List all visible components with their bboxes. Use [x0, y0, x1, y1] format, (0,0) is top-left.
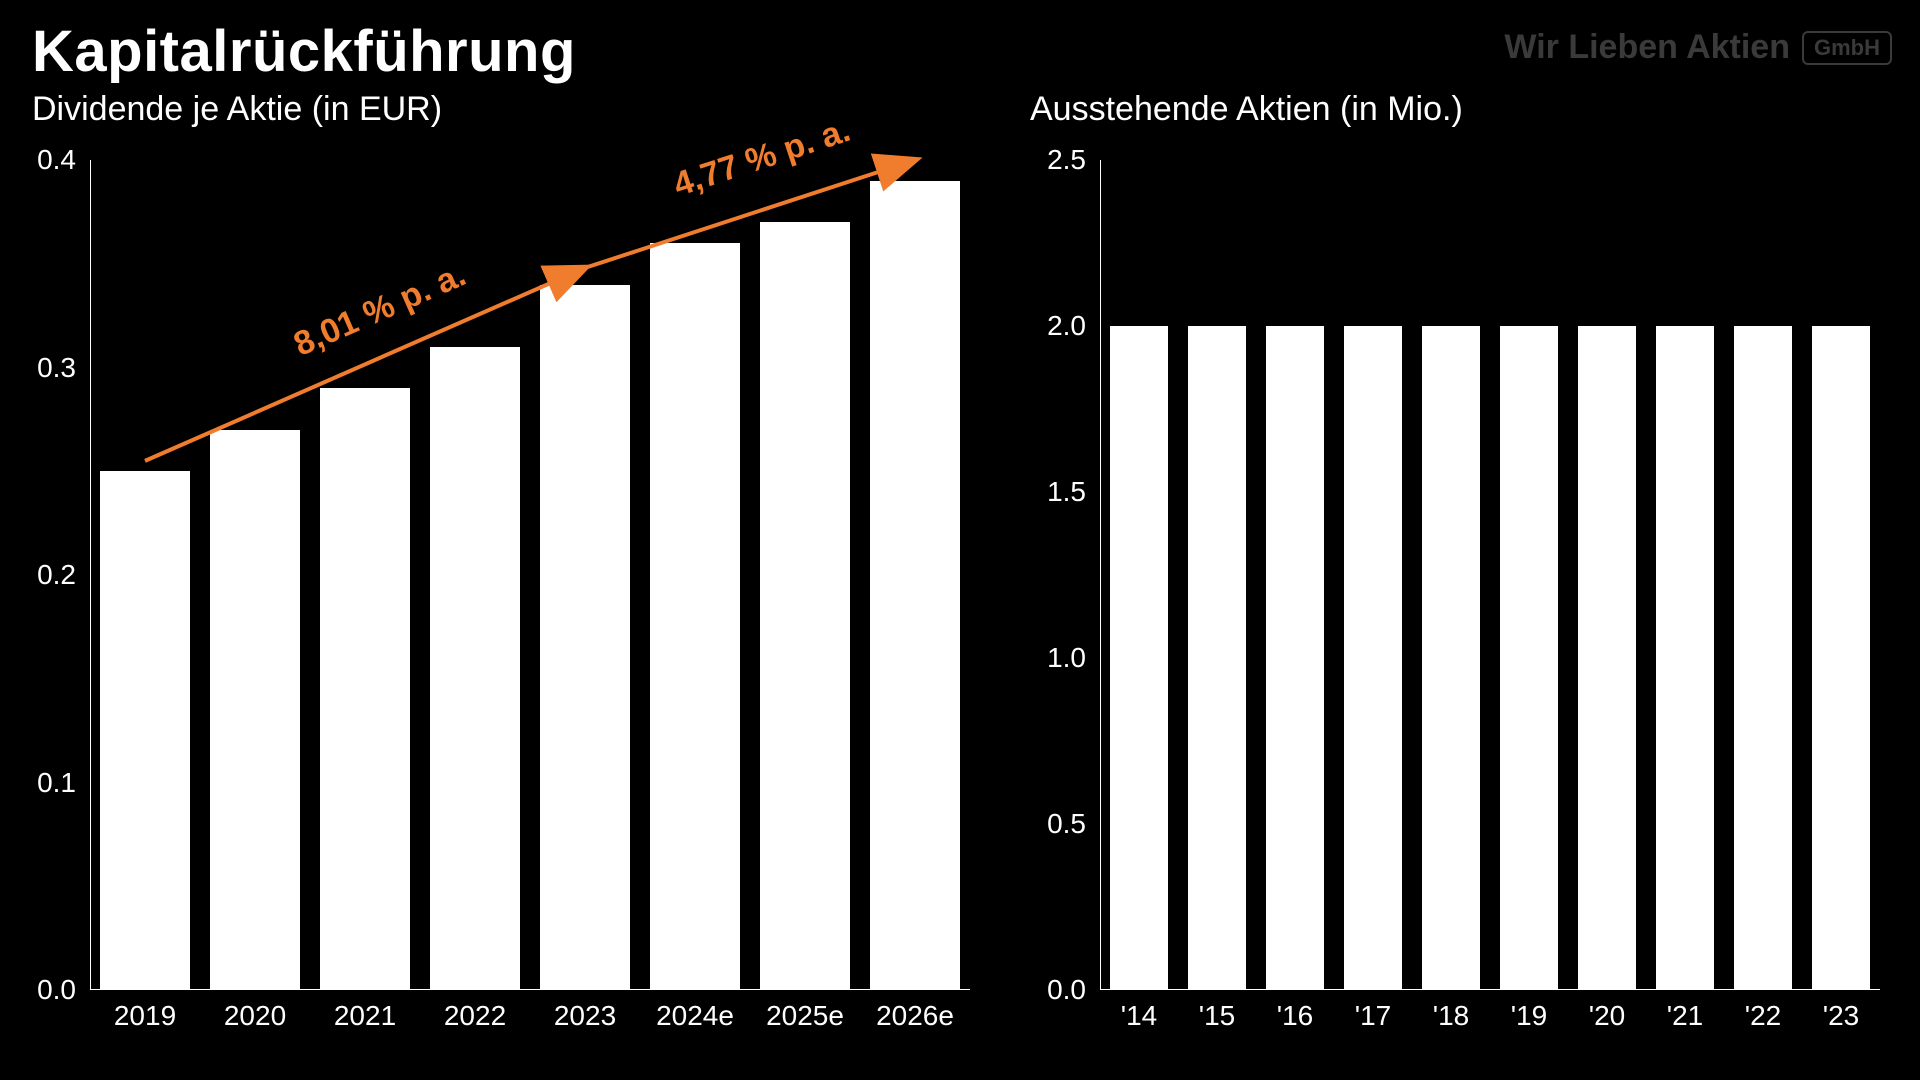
right-xtick-label: '15: [1199, 990, 1236, 1032]
left-ytick-label: 0.1: [37, 767, 90, 799]
watermark-text: Wir Lieben Aktien: [1504, 28, 1790, 67]
page-title: Kapitalrückführung: [32, 18, 576, 85]
right-ytick-label: 2.0: [1047, 310, 1100, 342]
left-bar: [870, 181, 960, 990]
right-bar: [1188, 326, 1246, 990]
right-xtick-label: '20: [1589, 990, 1626, 1032]
left-xtick-label: 2021: [334, 990, 396, 1032]
right-ytick-label: 1.5: [1047, 476, 1100, 508]
left-bar: [430, 347, 520, 990]
right-ytick-label: 1.0: [1047, 642, 1100, 674]
right-ytick-label: 0.0: [1047, 974, 1100, 1006]
left-xtick-label: 2019: [114, 990, 176, 1032]
left-chart-subtitle: Dividende je Aktie (in EUR): [32, 90, 442, 129]
right-bar: [1422, 326, 1480, 990]
watermark-badge: GmbH: [1802, 31, 1892, 65]
left-xtick-label: 2025e: [766, 990, 844, 1032]
left-xtick-label: 2020: [224, 990, 286, 1032]
left-bar: [650, 243, 740, 990]
left-bar: [320, 388, 410, 990]
right-chart: 0.00.51.01.52.02.5'14'15'16'17'18'19'20'…: [1100, 160, 1880, 990]
right-bar: [1344, 326, 1402, 990]
left-bar: [540, 285, 630, 991]
right-ytick-label: 0.5: [1047, 808, 1100, 840]
left-ytick-label: 0.4: [37, 144, 90, 176]
left-xtick-label: 2023: [554, 990, 616, 1032]
left-bar: [210, 430, 300, 990]
right-bar: [1656, 326, 1714, 990]
right-bar: [1578, 326, 1636, 990]
right-bar: [1500, 326, 1558, 990]
right-bar: [1734, 326, 1792, 990]
right-xtick-label: '22: [1745, 990, 1782, 1032]
left-bar: [100, 471, 190, 990]
left-xtick-label: 2026e: [876, 990, 954, 1032]
right-bar: [1266, 326, 1324, 990]
right-ytick-label: 2.5: [1047, 144, 1100, 176]
left-xtick-label: 2024e: [656, 990, 734, 1032]
left-ytick-label: 0.0: [37, 974, 90, 1006]
right-chart-subtitle: Ausstehende Aktien (in Mio.): [1030, 90, 1463, 129]
watermark: Wir Lieben Aktien GmbH: [1504, 28, 1892, 67]
right-bar: [1110, 326, 1168, 990]
left-chart-y-axis: [90, 160, 91, 990]
left-ytick-label: 0.2: [37, 559, 90, 591]
page-root: Kapitalrückführung Wir Lieben Aktien Gmb…: [0, 0, 1920, 1080]
right-xtick-label: '14: [1121, 990, 1158, 1032]
right-xtick-label: '17: [1355, 990, 1392, 1032]
right-chart-plot-area: 0.00.51.01.52.02.5'14'15'16'17'18'19'20'…: [1100, 160, 1880, 990]
right-xtick-label: '19: [1511, 990, 1548, 1032]
right-bar: [1812, 326, 1870, 990]
left-chart: 0.00.10.20.30.4201920202021202220232024e…: [90, 160, 970, 990]
left-chart-plot-area: 0.00.10.20.30.4201920202021202220232024e…: [90, 160, 970, 990]
right-xtick-label: '21: [1667, 990, 1704, 1032]
right-xtick-label: '23: [1823, 990, 1860, 1032]
left-ytick-label: 0.3: [37, 352, 90, 384]
left-bar: [760, 222, 850, 990]
left-xtick-label: 2022: [444, 990, 506, 1032]
right-xtick-label: '16: [1277, 990, 1314, 1032]
right-xtick-label: '18: [1433, 990, 1470, 1032]
right-chart-y-axis: [1100, 160, 1101, 990]
